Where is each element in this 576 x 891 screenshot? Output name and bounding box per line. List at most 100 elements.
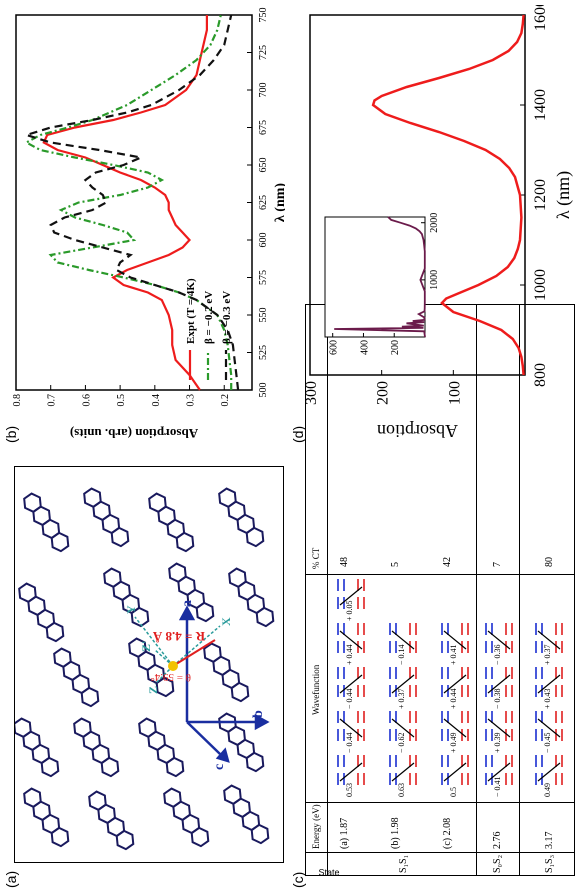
config-diagram: [441, 667, 469, 697]
x-tick-label: 650: [258, 158, 269, 173]
center-highlight: [168, 661, 178, 671]
ct-row-1: 7: [492, 562, 503, 567]
legend-label-0: Expt (T = 4K): [185, 278, 197, 344]
x-tick-label: 500: [258, 383, 269, 398]
angle-label: θ = 59.4°: [150, 671, 191, 683]
ct-row-0-a: 48: [339, 557, 350, 567]
axis-c-line: [186, 721, 221, 755]
coefficient: + 0.39: [493, 732, 502, 753]
r-vector: [172, 639, 216, 667]
y-tick-label: 0.7: [47, 394, 58, 407]
distance-label: R = 4.8 Å: [152, 629, 205, 644]
config-diagram: [337, 579, 365, 609]
config-diagram: [389, 711, 417, 741]
x-tick-label: 525: [258, 345, 269, 360]
series-line: [371, 14, 525, 376]
spectrum-b-panel: 500 525 550 575 600 625 650 675 700 725 750 0.2 0.3 0…: [10, 5, 288, 445]
config-diagram: [337, 623, 365, 653]
x-tick-label: 625: [258, 195, 269, 210]
energy-row-0-a: (a) 1.87: [339, 817, 350, 849]
x-tick-label: 725: [258, 45, 269, 60]
ct-row-0-b: 5: [390, 562, 401, 567]
config-diagram: [535, 623, 563, 653]
local-y-label: Y: [124, 605, 138, 614]
coefficient: − 0.14: [397, 644, 406, 665]
header-state: State: [318, 867, 340, 878]
coefficient: + 0.05: [345, 600, 354, 621]
excitation-arrow: [487, 674, 511, 694]
excitation-arrow: [391, 718, 415, 738]
excitation-arrow: [487, 718, 511, 738]
ct-row-0-c: 42: [442, 557, 453, 567]
y-tick-label: 0.2: [220, 394, 231, 407]
energy-row-0-b: (b) 1.98: [390, 817, 401, 849]
wavefunction-table: State Energy (eV) Wavefunction % CT S₁S₁…: [305, 304, 575, 878]
panel-label-a: (a): [3, 870, 19, 888]
x-axis-label: λ (nm): [273, 183, 285, 222]
y-tick-label: 200: [375, 381, 392, 405]
coefficient: − 0.44: [345, 688, 354, 709]
inset-x-tick-label: 1000: [429, 270, 440, 290]
config-diagram: [485, 755, 513, 785]
excitation-arrow: [339, 718, 363, 738]
excitation-arrow: [487, 630, 511, 650]
excitation-arrow: [391, 674, 415, 694]
spectrum-d-panel: 800 1000 1200 1400 1600 100 200 300 λ (nm) Absorp…: [300, 0, 575, 445]
x-tick-label: 575: [258, 270, 269, 285]
coefficient: − 0.38: [493, 688, 502, 709]
local-z-line: [154, 665, 174, 685]
y-tick-label: 0.3: [186, 394, 197, 407]
config-diagram: [485, 667, 513, 697]
inset-y-tick-label: 600: [329, 340, 340, 355]
legend-label-1: β = −0.2 eV: [203, 291, 215, 344]
coefficient: 0.63: [397, 783, 406, 797]
coefficient: − 0.62: [397, 732, 406, 753]
y-tick-label: 0.4: [151, 394, 162, 407]
config-diagram: [441, 755, 469, 785]
local-z2-label: Z': [139, 641, 153, 652]
header-energy: Energy (eV): [311, 804, 321, 849]
local-z-label: Z: [146, 686, 160, 694]
spectrum-d-chart: 800 1000 1200 1400 1600 100 200 300 λ (nm) Absorp…: [303, 0, 574, 441]
excitation-arrow: [391, 762, 415, 782]
y-tick-label: 0.5: [116, 394, 127, 407]
molecules: [9, 484, 278, 853]
axis-b-arrow: [254, 713, 270, 731]
coefficient: + 0.44: [449, 688, 458, 709]
coefficient: + 0.37: [397, 688, 406, 709]
config-diagram: [535, 667, 563, 697]
coefficient: − 0.45: [543, 732, 552, 753]
series-line-2: [22, 14, 240, 391]
x-tick-label: 1400: [532, 89, 549, 121]
config-diagram: [535, 755, 563, 785]
config-diagram: [337, 755, 365, 785]
y-tick-label: 100: [446, 381, 463, 405]
excitation-arrow: [537, 762, 561, 782]
config-diagram: [441, 711, 469, 741]
coefficient: 0.53: [345, 783, 354, 797]
lattice-svg: a b c X Y Z Z' R = 4.8 Å θ = 59.4°: [9, 484, 278, 853]
excitation-arrow: [391, 630, 415, 650]
axis-a-arrow: [178, 605, 196, 621]
excitation-arrow: [537, 630, 561, 650]
x-tick-label: 675: [258, 120, 269, 135]
plot-frame: [15, 14, 253, 391]
coefficient: + 0.37: [543, 644, 552, 665]
excitation-arrow: [339, 674, 363, 694]
coefficient: + 0.43: [543, 688, 552, 709]
y-axis-label: Absorption: [377, 421, 458, 441]
lattice-panel: a b c X Y Z Z' R = 4.8 Å θ = 59.4°: [9, 466, 284, 863]
x-tick-label: 1000: [532, 269, 549, 301]
spectrum-b-chart: 500 525 550 575 600 625 650 675 700 725 750 0.2 0.3 0…: [12, 8, 288, 442]
state-row-0: S₁S₁: [398, 854, 409, 873]
coefficient: + 0.49: [449, 732, 458, 753]
inset-y-tick-label: 400: [359, 340, 370, 355]
x-tick-label: 550: [258, 308, 269, 323]
coefficient: + 0.41: [449, 644, 458, 665]
coefficient: − 0.36: [493, 644, 502, 665]
local-y-line: [134, 616, 174, 667]
x-tick-label: 700: [258, 83, 269, 98]
y-tick-label: 300: [303, 381, 320, 405]
